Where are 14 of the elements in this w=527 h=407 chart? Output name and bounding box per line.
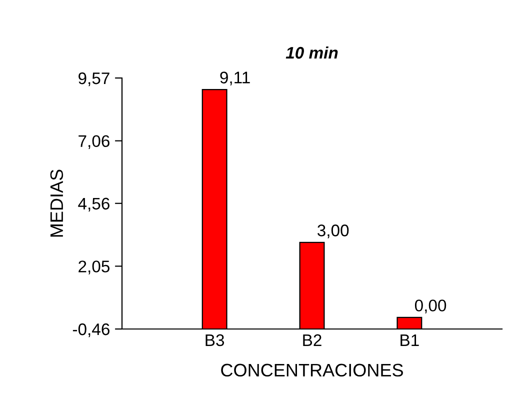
y-tick-label: -0,46 <box>72 323 110 338</box>
x-tick-label: B3 <box>206 334 224 346</box>
y-tick-label: 2,05 <box>78 260 110 274</box>
x-tick-label: B1 <box>400 334 419 346</box>
annotation: 0,00 <box>414 300 446 314</box>
x-tick-label: B2 <box>303 334 322 346</box>
annotation: 9,11 <box>220 72 250 86</box>
y-tick-label: 7,06 <box>78 135 110 149</box>
y-axis-title: MEDIAS <box>50 170 64 237</box>
y-tick-label: 4,56 <box>78 198 110 212</box>
x-axis-title: CONCENTRACIONES <box>221 364 403 377</box>
chart-title: 10 min <box>286 46 338 59</box>
y-tick-label: 9,57 <box>78 72 110 86</box>
annotation: 3,00 <box>318 224 349 238</box>
